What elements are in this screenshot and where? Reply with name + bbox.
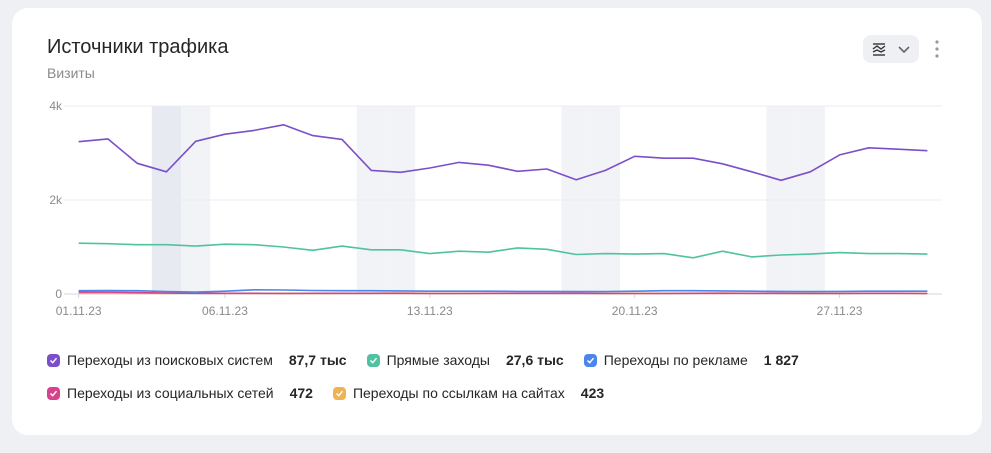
more-vertical-icon[interactable]: [930, 37, 944, 61]
legend-row: Переходы из поисковых систем 87,7 тыс Пр…: [47, 349, 967, 371]
chart-view-toggle[interactable]: [863, 35, 919, 63]
legend-item-social[interactable]: Переходы из социальных сетей 472: [47, 385, 313, 401]
x-tick-label: 01.11.23: [56, 304, 102, 318]
legend-value: 472: [289, 385, 313, 401]
y-tick-label: 0: [55, 287, 62, 301]
legend-value: 423: [580, 385, 605, 401]
x-tick-label: 20.11.23: [612, 304, 658, 318]
checkbox-icon[interactable]: [366, 353, 380, 367]
legend-item-search[interactable]: Переходы из поисковых систем 87,7 тыс: [47, 352, 347, 368]
legend-label: Переходы по ссылкам на сайтах: [352, 385, 565, 401]
y-tick-label: 4k: [49, 99, 63, 113]
legend-value: 87,7 тыс: [288, 352, 347, 368]
series-line: [78, 124, 928, 182]
legend-value: 1 827: [763, 352, 799, 368]
checkbox-icon[interactable]: [47, 386, 60, 400]
card-title: Источники трафика: [47, 36, 229, 58]
y-tick-label: 2k: [49, 193, 63, 207]
legend-label: Переходы по рекламе: [603, 352, 748, 368]
series-line: [78, 288, 928, 293]
x-tick-label: 13.11.23: [407, 304, 453, 318]
checkbox-icon[interactable]: [332, 386, 346, 400]
card-subtitle: Визиты: [47, 65, 95, 81]
legend-item-links[interactable]: Переходы по ссылкам на сайтах 423: [332, 385, 605, 401]
legend-label: Переходы из поисковых систем: [67, 352, 273, 368]
x-tick-label: 27.11.23: [817, 304, 863, 318]
legend-value: 27,6 тыс: [505, 352, 564, 368]
series-line: [78, 291, 928, 295]
line-chart: 4k 2k 0 01.11.23 06.11.23 13.11.23 20.11.23 27.…: [49, 99, 942, 318]
legend-item-ads[interactable]: Переходы по рекламе 1 827: [583, 352, 799, 368]
chevron-down-icon: [898, 46, 910, 54]
legend-row: Переходы из социальных сетей 472 Переход…: [47, 382, 967, 404]
traffic-sources-card: Источники трафика Визиты 4k 2k 0 01.11.23 06…: [12, 8, 982, 435]
chart-legend: Переходы из поисковых систем 87,7 тыс Пр…: [47, 349, 967, 415]
legend-label: Переходы из социальных сетей: [67, 385, 274, 401]
legend-item-direct[interactable]: Прямые заходы 27,6 тыс: [366, 352, 564, 368]
checkbox-icon[interactable]: [583, 353, 597, 367]
series-line: [78, 242, 928, 259]
x-tick-label: 06.11.23: [202, 304, 248, 318]
legend-label: Прямые заходы: [386, 352, 490, 368]
checkbox-icon[interactable]: [47, 353, 60, 367]
chart-lines-icon: [872, 43, 886, 56]
